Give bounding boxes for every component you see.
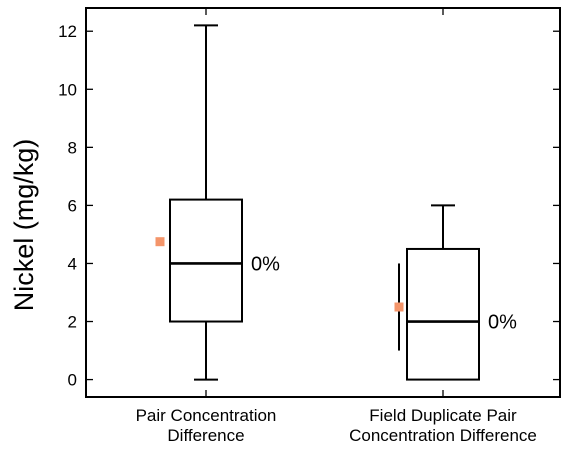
box-0-mean-marker <box>155 237 165 247</box>
y-tick-label-10: 10 <box>58 80 77 99</box>
plot-frame <box>85 7 561 398</box>
category-label-0-line-1: Difference <box>167 426 244 445</box>
box-0-iqr <box>169 198 243 323</box>
y-tick-label-4: 4 <box>68 254 77 273</box>
y-tick-label-8: 8 <box>68 138 77 157</box>
y-tick-label-6: 6 <box>68 196 77 215</box>
box-0-percent-label: 0% <box>251 253 280 275</box>
box-1-mean-marker <box>394 302 404 312</box>
box-1-percent-label: 0% <box>488 312 517 334</box>
box-1-iqr <box>406 247 480 381</box>
category-label-1-line-0: Field Duplicate Pair <box>369 406 517 425</box>
y-tick-label-12: 12 <box>58 22 77 41</box>
y-tick-label-2: 2 <box>68 313 77 332</box>
category-label-1-line-1: Concentration Difference <box>349 426 537 445</box>
y-tick-label-0: 0 <box>68 371 77 390</box>
category-label-0-line-0: Pair Concentration <box>136 406 277 425</box>
y-axis-title: Nickel (mg/kg) <box>9 139 39 312</box>
